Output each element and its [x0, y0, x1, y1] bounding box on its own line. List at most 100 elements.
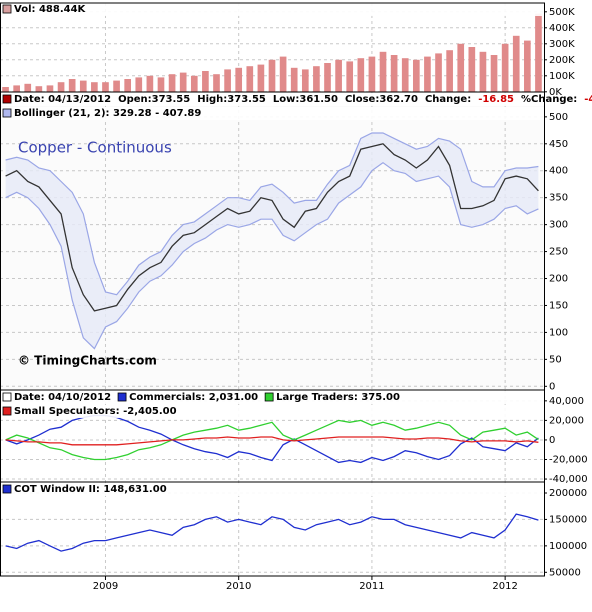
price-line	[5, 143, 539, 312]
header-text: Date: 04/10/2012	[14, 392, 111, 403]
volume-bar	[46, 85, 54, 92]
legend-key	[264, 392, 274, 402]
header-text: High:373.55	[197, 94, 266, 105]
volume-bar	[35, 86, 43, 92]
volume-bar	[235, 67, 243, 92]
y-tick-label: 0	[549, 435, 555, 446]
volume-bar	[412, 59, 420, 92]
header-text: COT Window II: 148,631.00	[14, 484, 167, 495]
chart-title: Copper - Continuous	[18, 139, 172, 157]
y-tick-label: 20,000	[549, 415, 584, 426]
y-tick-label: 200K	[549, 55, 575, 66]
y-tick-label: 100K	[549, 71, 575, 82]
volume-bar	[124, 79, 132, 92]
y-tick-label: 200000	[549, 488, 587, 499]
volume-bar	[135, 77, 143, 92]
legend-key	[2, 392, 12, 402]
volume-bar	[479, 51, 487, 92]
band-upper	[5, 132, 539, 296]
y-tick-label: 150000	[549, 514, 587, 525]
volume-bar	[102, 82, 109, 92]
header-text: Date: 04/13/2012	[14, 94, 111, 105]
y-tick-label: 300K	[549, 39, 575, 50]
y-tick-label: 500K	[549, 7, 575, 18]
volume-bar	[257, 64, 265, 92]
header-text: -16.85	[478, 94, 514, 105]
volume-bar	[190, 75, 198, 92]
volume-bar	[457, 43, 465, 92]
volume-bar	[368, 56, 376, 92]
volume-bar	[57, 82, 65, 92]
y-tick-label: 500	[549, 112, 568, 123]
volume-bar	[379, 51, 387, 92]
y-tick-label: 150	[549, 300, 568, 311]
volume-bar	[279, 56, 287, 92]
legend-key	[2, 406, 12, 416]
header-text: Change:	[425, 94, 471, 105]
volume-bar	[357, 58, 365, 92]
header-strip	[0, 483, 544, 496]
volume-bar	[524, 40, 531, 92]
x-tick-label: 2012	[492, 581, 517, 592]
y-tick-label: 0K	[549, 87, 562, 98]
volume-bar	[424, 56, 431, 92]
volume-bar	[24, 83, 32, 92]
header-strip	[0, 3, 544, 16]
volume-bar	[490, 55, 498, 92]
volume-bar	[2, 87, 9, 92]
volume-bar	[446, 50, 453, 92]
volume-bar	[401, 58, 409, 92]
volume-bar	[79, 80, 87, 92]
volume-bar	[224, 69, 231, 92]
y-tick-label: 200	[549, 274, 568, 285]
y-tick-label: 40,000	[549, 396, 584, 407]
x-tick-label: 2009	[93, 581, 118, 592]
panel-border	[0, 481, 545, 577]
y-tick-label: -40,000	[549, 474, 588, 485]
volume-bar	[268, 59, 276, 92]
volume-bar	[313, 66, 320, 92]
volume-bar	[390, 55, 398, 92]
price-line	[5, 513, 539, 552]
header-text: %Change:	[521, 94, 577, 105]
y-tick-label: -20,000	[549, 454, 588, 465]
y-tick-label: 400K	[549, 23, 575, 34]
header-text: Vol: 488.44K	[14, 4, 87, 15]
x-tick-label: 2010	[226, 581, 251, 592]
header-text: Large Traders: 375.00	[276, 392, 400, 403]
header-text: Commercials: 2,031.00	[129, 392, 258, 403]
volume-bar	[246, 66, 254, 92]
series-line	[5, 419, 539, 461]
volume-bar	[346, 61, 354, 92]
header-strip	[0, 93, 544, 106]
y-tick-label: 450	[549, 139, 568, 150]
volume-bar	[301, 69, 309, 92]
header-text: Open:373.55	[118, 94, 190, 105]
volume-bar	[202, 71, 209, 92]
volume-bar	[335, 59, 342, 92]
series-line	[5, 436, 539, 446]
annotation: © TimingCharts.com	[18, 354, 157, 368]
header-text: -4.44	[584, 94, 592, 105]
legend-key	[2, 108, 12, 118]
volume-bar	[168, 74, 176, 92]
y-tick-label: 50000	[549, 567, 581, 578]
legend-key	[117, 392, 127, 402]
header-strip	[0, 107, 544, 120]
header-text: Low:361.50	[273, 94, 338, 105]
volume-bar	[512, 35, 520, 92]
volume-bar	[290, 67, 298, 92]
volume-bar	[91, 82, 98, 92]
header-text: Close:362.70	[345, 94, 418, 105]
volume-bar	[68, 79, 76, 92]
legend-key	[2, 94, 12, 104]
legend-key	[2, 484, 12, 494]
volume-bar	[146, 75, 154, 92]
volume-bar	[157, 77, 165, 92]
volume-bar	[13, 85, 20, 92]
volume-bar	[468, 47, 476, 92]
header-text: Bollinger (21, 2): 329.28 - 407.89	[14, 108, 201, 119]
volume-bar	[435, 53, 442, 92]
legend-key	[2, 4, 12, 14]
